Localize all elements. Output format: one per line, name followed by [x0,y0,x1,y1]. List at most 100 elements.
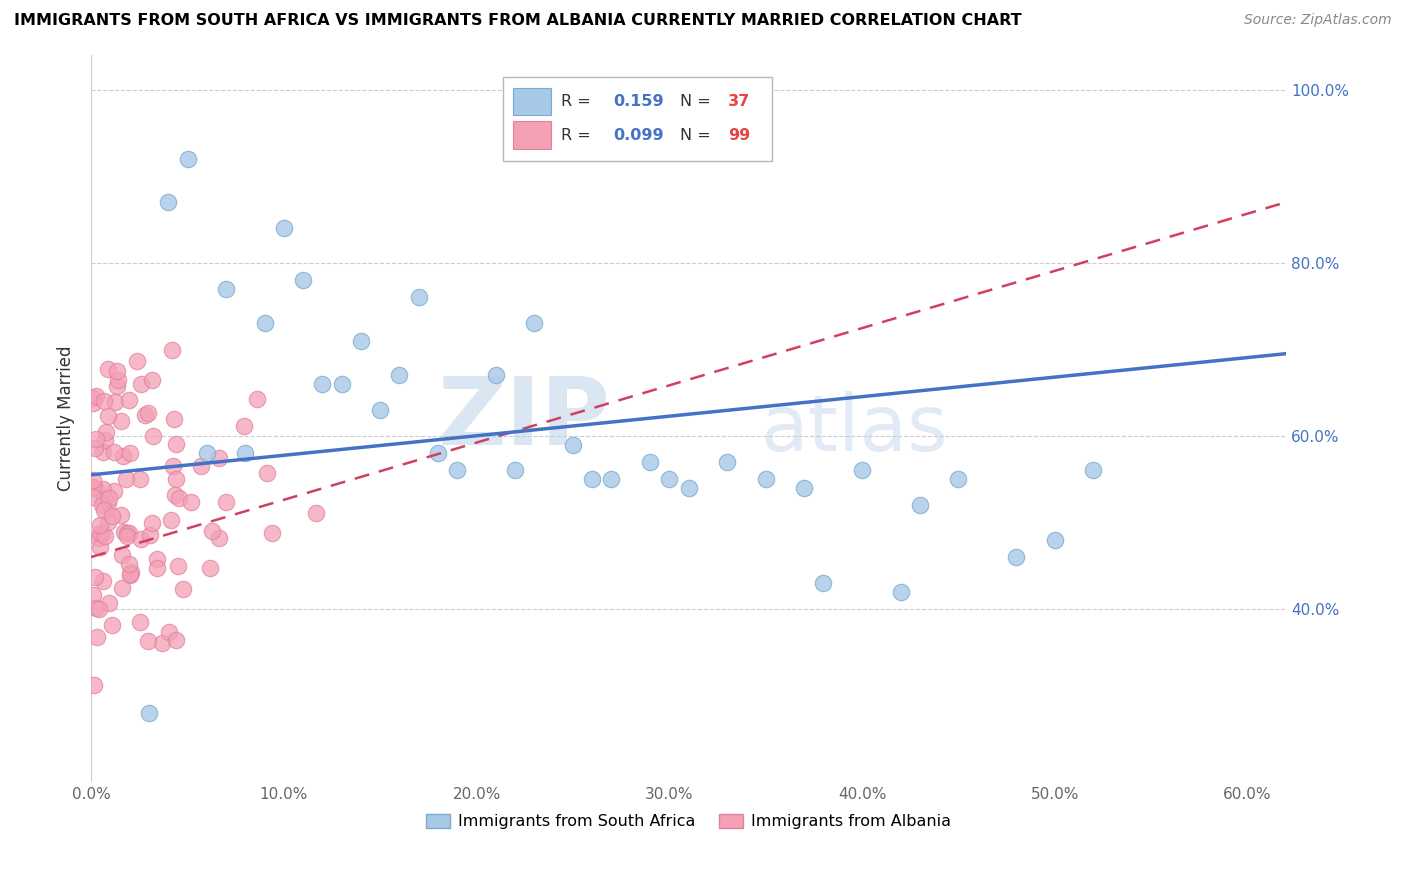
Point [165,488,187,502]
Point [93,492,115,507]
Point [111,581,134,595]
Point [91,482,114,496]
Point [350,334,373,348]
Point [427,446,450,460]
Point [141,516,163,531]
Point [195,446,218,460]
Point [253,317,276,331]
Point [84,482,107,496]
Point [233,446,256,460]
Point [115,529,138,543]
Point [129,376,152,391]
Point [165,437,187,451]
Point [105,364,128,378]
Point [246,392,269,406]
Point [118,567,141,582]
Point [129,533,152,547]
Point [93,529,115,543]
Text: 0.099: 0.099 [613,128,664,143]
Point [600,472,623,486]
Point [368,403,391,417]
Point [146,552,169,566]
Text: IMMIGRANTS FROM SOUTH AFRICA VS IMMIGRANTS FROM ALBANIA CURRENTLY MARRIED CORREL: IMMIGRANTS FROM SOUTH AFRICA VS IMMIGRAN… [14,13,1022,29]
Point [112,524,135,539]
Point [446,463,468,477]
Point [91,498,114,512]
Point [82,474,104,488]
Point [93,503,115,517]
Text: R =: R = [561,128,596,143]
Point [167,491,190,506]
Point [83,678,105,692]
Point [207,531,229,545]
Point [678,481,700,495]
Point [167,558,190,573]
Text: ZIP: ZIP [439,373,610,465]
Point [82,480,104,494]
Point [207,450,229,465]
Point [82,391,104,405]
Point [111,548,134,562]
Point [716,455,738,469]
Text: N =: N = [681,95,716,109]
Point [388,368,411,383]
Point [305,507,328,521]
FancyBboxPatch shape [513,87,551,115]
Point [160,343,183,357]
Point [89,541,111,555]
Text: 99: 99 [728,128,751,143]
Point [97,409,120,423]
Point [94,425,117,440]
Point [120,565,142,579]
Point [165,472,187,486]
Point [889,584,911,599]
Point [142,429,165,443]
Point [118,567,141,582]
Point [948,472,970,486]
Point [581,472,603,486]
Point [97,362,120,376]
Point [91,526,114,541]
Point [97,515,120,529]
Point [86,432,108,446]
Point [1083,463,1105,477]
Legend: Immigrants from South Africa, Immigrants from Albania: Immigrants from South Africa, Immigrants… [419,807,957,836]
Point [89,518,111,533]
Point [120,446,142,460]
Point [115,472,138,486]
Point [84,601,107,615]
Point [485,368,508,383]
Point [503,463,526,477]
Point [1043,533,1066,547]
Point [146,561,169,575]
Point [84,442,107,456]
Point [330,376,353,391]
Point [118,525,141,540]
Point [201,524,224,538]
Point [260,525,283,540]
Point [101,617,124,632]
Point [118,557,141,571]
Text: 0.159: 0.159 [613,95,664,109]
Point [115,526,138,541]
Point [163,412,186,426]
Point [793,481,815,495]
Point [813,576,835,591]
Point [89,602,111,616]
Point [215,494,238,508]
Point [97,491,120,506]
FancyBboxPatch shape [513,121,551,149]
Point [150,636,173,650]
Text: R =: R = [561,95,596,109]
Point [180,495,202,509]
Point [134,409,156,423]
Point [101,509,124,524]
Point [658,472,681,486]
Text: N =: N = [681,128,716,143]
Point [908,498,931,512]
Point [110,414,132,428]
Point [273,221,295,235]
Point [110,508,132,522]
Point [311,376,333,391]
Point [87,532,110,546]
